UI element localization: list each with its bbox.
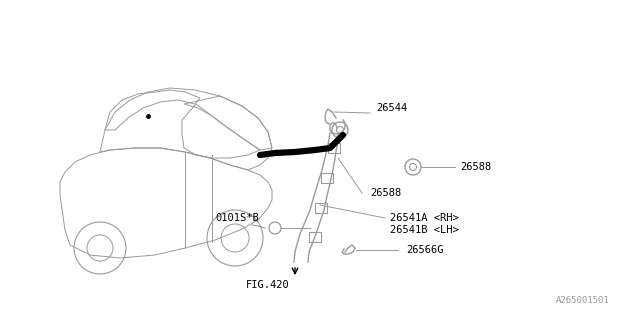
Bar bbox=[315, 203, 327, 213]
Text: 26588: 26588 bbox=[460, 162, 492, 172]
Text: 0101S*B: 0101S*B bbox=[215, 213, 259, 223]
Text: A265001501: A265001501 bbox=[556, 296, 610, 305]
Bar bbox=[321, 173, 333, 183]
Text: 26566G: 26566G bbox=[406, 245, 444, 255]
Text: FIG.420: FIG.420 bbox=[246, 280, 290, 290]
Bar bbox=[309, 232, 321, 242]
Text: 26541B <LH>: 26541B <LH> bbox=[390, 225, 459, 235]
Text: 26588: 26588 bbox=[370, 188, 401, 198]
Bar bbox=[328, 143, 340, 153]
Text: 26544: 26544 bbox=[376, 103, 407, 113]
Text: 26541A <RH>: 26541A <RH> bbox=[390, 213, 459, 223]
